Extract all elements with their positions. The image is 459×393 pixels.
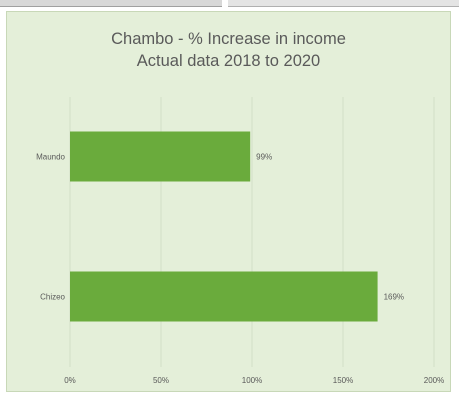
data-label: 99% (256, 153, 272, 162)
x-tick-label: 100% (242, 376, 262, 385)
data-label: 169% (384, 293, 404, 302)
chart-subtitle: Actual data 2018 to 2020 (136, 52, 321, 70)
chart-title-block: Chambo - % Increase in income Actual dat… (7, 28, 450, 72)
chart-panel: Chambo - % Increase in income Actual dat… (6, 11, 451, 392)
category-label: Chizeo (40, 293, 65, 302)
x-tick-label: 50% (153, 376, 169, 385)
bar-chart: 0% 50% 100% 150% 200% Maundo 99% Chizeo 169% (36, 97, 444, 385)
top-strip-right (228, 0, 459, 7)
x-tick-label: 200% (424, 376, 444, 385)
bar (70, 271, 378, 322)
top-strip (0, 0, 459, 10)
bar (70, 131, 251, 182)
top-strip-left (0, 0, 222, 7)
category-label: Maundo (36, 153, 65, 162)
x-tick-label: 0% (64, 376, 76, 385)
chart-title: Chambo - % Increase in income (111, 30, 346, 48)
x-tick-label: 150% (333, 376, 353, 385)
